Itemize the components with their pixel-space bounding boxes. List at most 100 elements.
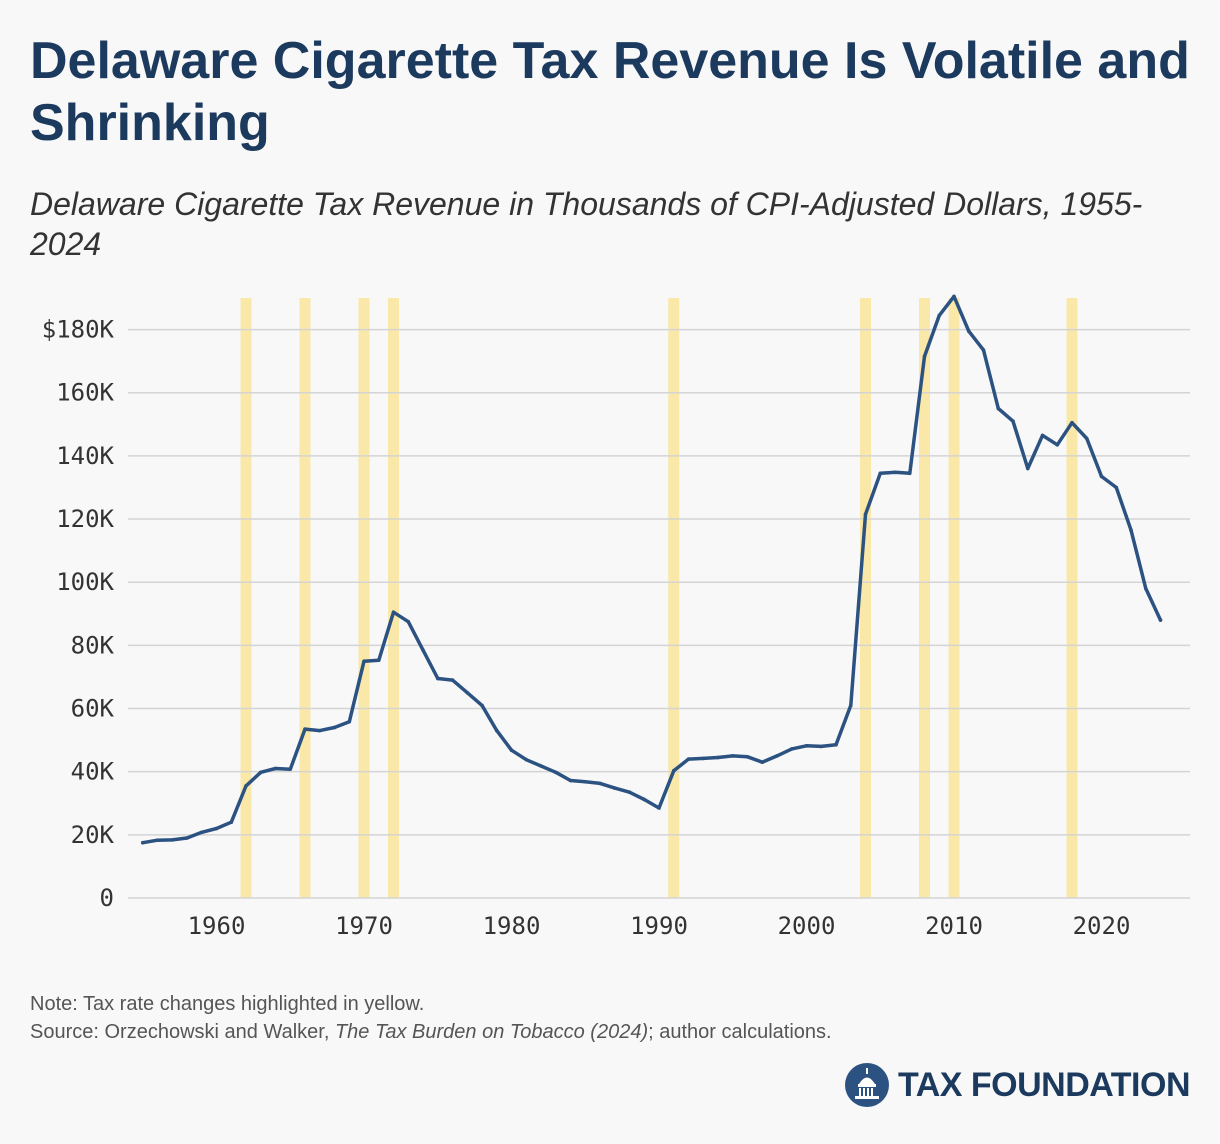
chart-notes: Note: Tax rate changes highlighted in ye…	[30, 990, 832, 1046]
data-point-1994	[716, 755, 720, 760]
data-point-1956	[155, 838, 160, 843]
data-point-2013	[996, 406, 1001, 411]
data-point-1975	[435, 676, 440, 681]
y-axis: 0 20K 40K 60K 80K 100K 120K 140K 160K $180K	[42, 316, 115, 912]
data-point-2005	[878, 471, 883, 476]
x-tick-label: 1980	[483, 912, 541, 940]
tax-foundation-logo: TAX FOUNDATION	[844, 1062, 1191, 1108]
data-point-2004	[863, 512, 868, 517]
y-tick-label: 160K	[56, 379, 114, 407]
data-point-1960	[214, 826, 219, 831]
data-point-1968	[332, 725, 337, 730]
tax-change-band-2008	[919, 298, 930, 898]
data-point-2009	[937, 313, 942, 318]
y-tick-label: 60K	[71, 695, 115, 723]
tax-change-band-2010	[948, 298, 960, 898]
data-point-1989	[642, 797, 647, 802]
data-point-1986	[598, 781, 602, 786]
data-point-2018	[1070, 420, 1074, 425]
data-point-1996	[745, 755, 750, 759]
revenue-series	[140, 294, 1163, 845]
data-point-1995	[730, 754, 735, 758]
tax-change-band-1966	[299, 298, 311, 898]
data-point-1987	[612, 786, 617, 790]
y-tick-label: 0	[100, 884, 114, 912]
data-point-1970	[362, 659, 366, 663]
data-point-1966	[303, 727, 307, 731]
data-point-2006	[893, 470, 897, 475]
x-tick-label: 2020	[1073, 912, 1131, 940]
data-point-1977	[465, 690, 470, 695]
data-point-1964	[273, 766, 278, 771]
data-point-2012	[981, 348, 986, 352]
y-tick-label: $180K	[42, 316, 115, 344]
data-point-1979	[494, 728, 499, 733]
data-point-2008	[922, 354, 927, 359]
data-point-2001	[819, 744, 824, 749]
source-suffix: ; author calculations.	[648, 1021, 832, 1043]
data-point-1999	[789, 747, 794, 751]
data-point-1959	[199, 830, 204, 835]
data-point-1990	[657, 806, 661, 810]
data-point-2024	[1158, 618, 1163, 622]
data-point-1998	[775, 754, 779, 758]
y-tick-label: 120K	[56, 505, 114, 533]
tax-change-band-1962	[240, 298, 252, 898]
tax-change-band-1972	[388, 298, 399, 898]
data-point-1958	[185, 836, 189, 840]
brand-name: TAX FOUNDATION	[897, 1065, 1191, 1104]
data-point-2014	[1011, 419, 1015, 423]
data-point-1957	[170, 838, 175, 842]
data-point-2003	[848, 703, 853, 708]
data-point-2020	[1099, 474, 1104, 479]
source-work-title: The Tax Burden on Tobacco (2024)	[334, 1021, 649, 1043]
y-tick-label: 100K	[56, 568, 114, 596]
tax-change-band-2018	[1066, 298, 1078, 898]
x-tick-label: 2010	[925, 912, 983, 940]
data-point-2023	[1143, 586, 1148, 591]
data-point-2015	[1025, 466, 1030, 471]
x-tick-label: 1970	[335, 912, 393, 940]
chart-subtitle: Delaware Cigarette Tax Revenue in Thousa…	[30, 186, 1143, 262]
tax-change-highlights	[240, 298, 1078, 898]
data-point-1997	[760, 760, 765, 765]
data-point-2011	[966, 329, 971, 333]
data-point-1971	[376, 658, 381, 663]
tax-change-band-2004	[860, 298, 871, 898]
data-point-1980	[509, 748, 514, 753]
data-point-1969	[347, 719, 352, 724]
data-point-1985	[583, 779, 588, 784]
data-point-1955	[140, 840, 145, 845]
x-tick-label: 2000	[778, 912, 836, 940]
x-tick-label: 1990	[630, 912, 688, 940]
data-point-1988	[627, 790, 632, 795]
data-point-1991	[671, 768, 676, 773]
data-point-1976	[450, 678, 455, 682]
data-point-1962	[244, 784, 248, 788]
revenue-line	[141, 294, 1163, 845]
y-tick-label: 20K	[71, 821, 115, 849]
data-point-1978	[480, 703, 484, 708]
data-point-2019	[1084, 436, 1089, 441]
data-point-1982	[539, 764, 543, 768]
data-point-1983	[553, 770, 558, 775]
y-tick-label: 80K	[71, 631, 115, 659]
data-point-1984	[568, 778, 573, 783]
data-point-1993	[701, 756, 706, 761]
data-point-2002	[834, 743, 838, 747]
source-text: Source: Orzechowski and Walker, The Tax …	[30, 1018, 832, 1046]
x-tick-label: 1960	[188, 912, 246, 940]
tax-change-band-1970	[358, 298, 370, 898]
data-point-1981	[524, 757, 529, 762]
data-point-1972	[391, 610, 396, 615]
source-prefix: Source: Orzechowski and Walker,	[30, 1021, 335, 1043]
data-point-2016	[1040, 433, 1045, 438]
data-point-1961	[229, 820, 234, 825]
data-point-2021	[1114, 485, 1119, 490]
y-tick-label: 40K	[71, 758, 115, 786]
tax-change-band-1991	[668, 298, 680, 898]
data-point-1973	[406, 619, 411, 624]
data-point-2022	[1129, 528, 1133, 532]
x-axis: 1960 1970 1980 1990 2000 2010 2020	[188, 912, 1131, 940]
